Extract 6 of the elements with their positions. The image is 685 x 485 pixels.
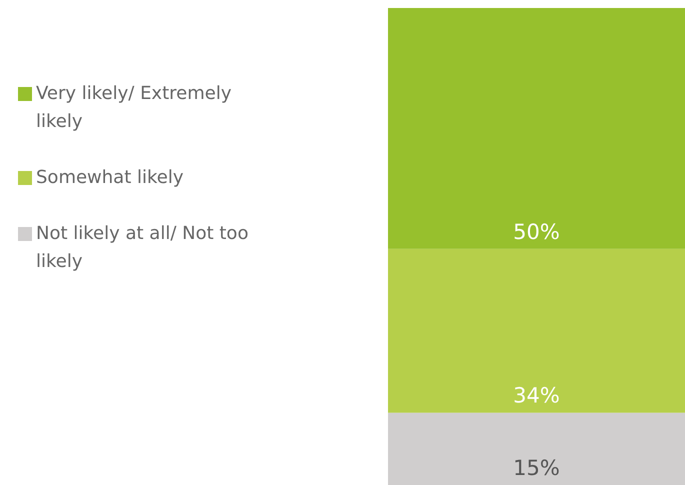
data-label: 15% (513, 456, 560, 480)
legend-label: Somewhat likely (36, 166, 184, 190)
legend-label: Not likely at all/ Not too likely (36, 222, 250, 274)
data-label: 50% (513, 220, 560, 244)
legend-label: Very likely/ Extremely likely (36, 82, 232, 134)
data-label: 34% (513, 384, 560, 408)
